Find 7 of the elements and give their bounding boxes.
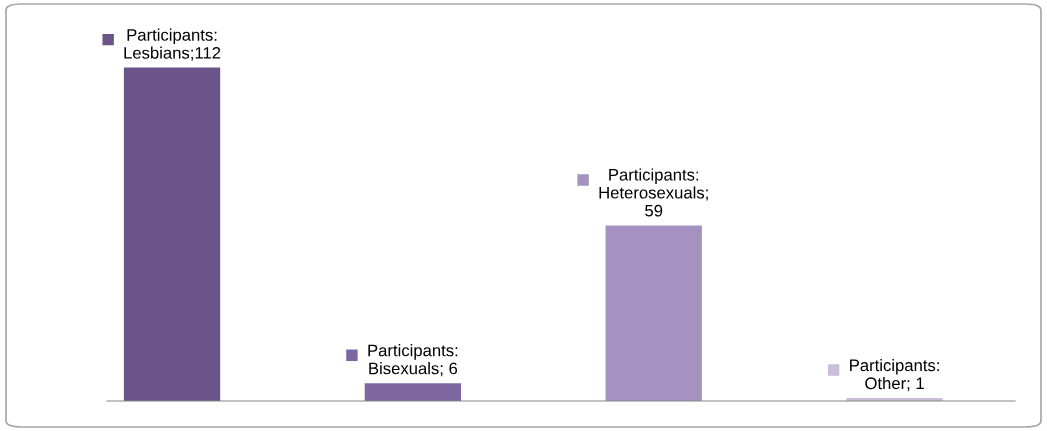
data-label: Participants: Lesbians;112 (124, 28, 221, 61)
data-label: Participants: Heterosexuals; 59 (599, 168, 708, 217)
data-label: Participants: Other; 1 (850, 358, 939, 392)
bar (364, 383, 462, 401)
bar (123, 67, 221, 401)
bar (605, 225, 702, 401)
data-label: Participants: Bisexuals; 6 (368, 344, 458, 377)
